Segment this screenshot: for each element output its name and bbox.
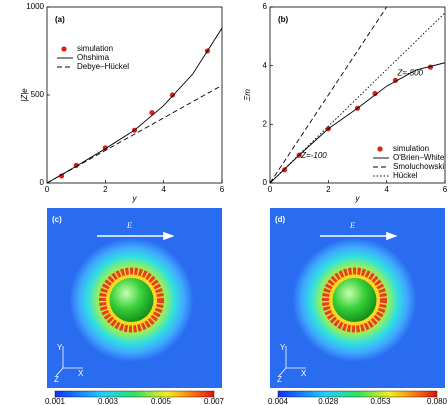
legend-label: simulation <box>393 144 429 153</box>
legend-label: Smoluchowski <box>393 162 444 171</box>
axis-label: Z <box>277 375 282 384</box>
colorbar-tick-label: 0.028 <box>318 397 339 405</box>
legend-marker <box>61 46 67 52</box>
axis-label: Z <box>54 375 59 384</box>
annotation: Z=-500 <box>396 68 423 77</box>
x-tick-label: 6 <box>443 185 448 194</box>
x-axis-label: y <box>132 194 138 203</box>
x-tick-label: 2 <box>103 185 108 194</box>
panel-label: (c) <box>52 215 62 224</box>
axis-arrow <box>55 367 64 377</box>
colorbar-tick-label: 0.053 <box>370 397 391 405</box>
axis-label: X <box>301 369 307 378</box>
x-tick-label: 6 <box>220 185 225 194</box>
colorbar-tick-label: 0.003 <box>98 397 119 405</box>
particle <box>332 278 377 322</box>
plot-frame <box>269 6 446 184</box>
panel-label: (a) <box>55 15 65 24</box>
legend-label: Ohshima <box>77 53 110 62</box>
data-point <box>169 92 176 98</box>
plot-area <box>47 27 222 183</box>
y-tick-label: 0 <box>263 178 268 187</box>
legend-marker <box>377 146 383 152</box>
y-tick-label: 1000 <box>26 2 44 11</box>
data-line <box>270 12 445 183</box>
field-label: E <box>349 221 355 230</box>
data-point <box>372 90 378 97</box>
annotation: Z=-100 <box>300 151 327 160</box>
x-tick-label: 2 <box>326 185 331 194</box>
axis-label: Y <box>280 343 286 352</box>
y-tick-label: 500 <box>31 90 45 99</box>
data-line <box>47 84 222 183</box>
y-axis-label: |Z|e <box>20 88 29 102</box>
legend-label: simulation <box>77 44 113 53</box>
panel-label: (b) <box>278 15 289 24</box>
colorbar <box>54 390 215 398</box>
field-ring <box>322 267 387 333</box>
data-line <box>47 27 222 183</box>
y-tick-label: 4 <box>263 61 268 70</box>
y-tick-label: 0 <box>40 178 45 187</box>
panel-label: (d) <box>275 215 286 224</box>
axis-label: X <box>78 369 84 378</box>
legend-label: O'Brien–White <box>393 153 445 162</box>
data-line <box>270 7 388 183</box>
plot-frame <box>46 6 223 184</box>
x-tick-label: 0 <box>45 185 50 194</box>
legend-label: Debye–Hückel <box>77 62 129 71</box>
colorbar-tick-label: 0.004 <box>268 397 289 405</box>
x-tick-label: 4 <box>161 185 166 194</box>
colorbar-tick-label: 0.080 <box>427 397 448 405</box>
field-label: E <box>126 221 132 230</box>
colorbar-tick-label: 0.001 <box>45 397 66 405</box>
particle <box>109 278 154 322</box>
y-axis-label: Ξm <box>243 89 252 102</box>
colorbar-tick-label: 0.007 <box>204 397 225 405</box>
y-tick-label: 6 <box>263 2 268 11</box>
legend-label: Hückel <box>393 171 418 180</box>
x-axis-label: y <box>355 194 361 203</box>
x-tick-label: 4 <box>384 185 389 194</box>
data-point <box>58 173 65 179</box>
x-tick-label: 0 <box>268 185 273 194</box>
data-line <box>270 62 445 183</box>
plot-area <box>270 7 445 183</box>
axis-label: Y <box>57 343 63 352</box>
axis-arrow <box>278 367 287 377</box>
colorbar-tick-label: 0.005 <box>151 397 172 405</box>
field-ring <box>99 267 164 333</box>
y-tick-label: 2 <box>263 119 268 128</box>
colorbar <box>277 390 438 398</box>
